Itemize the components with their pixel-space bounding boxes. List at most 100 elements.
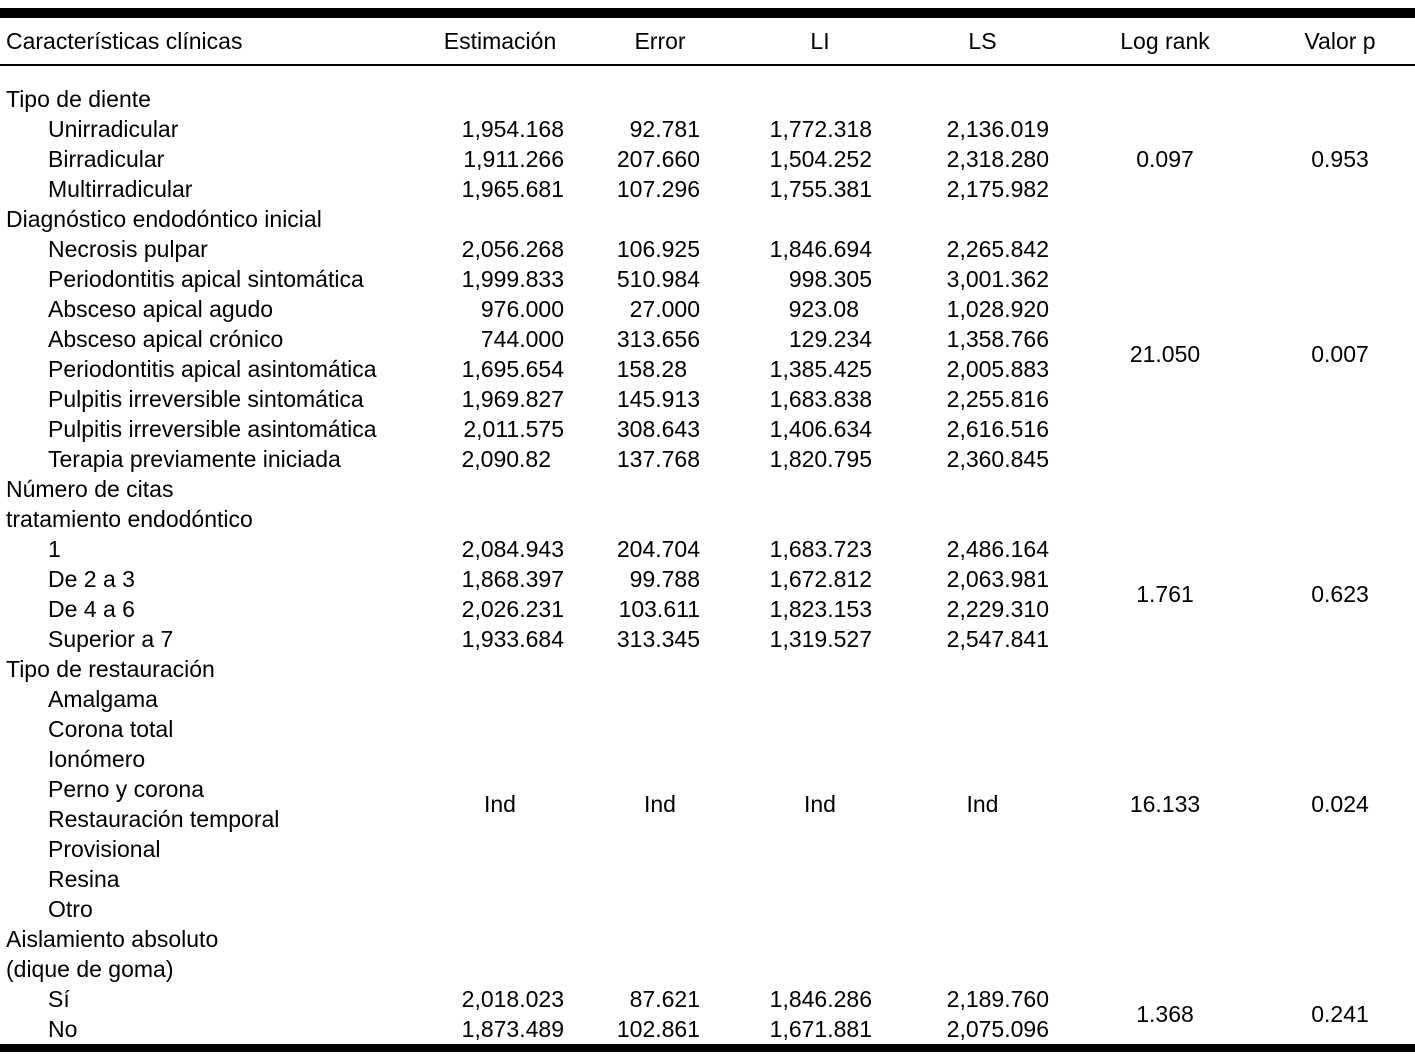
cell-li: 1,683.723: [769, 535, 872, 562]
cell-error: 313.656: [616, 325, 700, 352]
cell-ls: 2,265.842: [946, 235, 1049, 262]
row-label: Terapia previamente iniciada: [48, 445, 341, 472]
cell-error: 87.621: [629, 985, 700, 1012]
group-label: Tipo de restauración: [6, 655, 215, 682]
row-label: 1: [48, 535, 61, 562]
cell-error: 204.704: [616, 535, 700, 562]
table-row: Unirradicular 1,954.168 92.781 1,772.318…: [0, 114, 1415, 172]
cell-ls: 2,189.760: [946, 985, 1049, 1012]
cell-ls: 2,075.096: [946, 1015, 1049, 1042]
cell-li: 129.234: [788, 325, 872, 352]
table-row: Pulpitis irreversible sintomática 1,969.…: [0, 384, 1415, 414]
row-label: De 4 a 6: [48, 595, 135, 622]
group-header-row: (dique de goma): [0, 954, 1415, 984]
cell-error: 99.788: [629, 565, 700, 592]
row-label: Otro: [48, 895, 93, 922]
cell-estimacion: 2,056.268: [461, 235, 564, 262]
cell-error: 207.660: [616, 145, 700, 172]
table-row: Ionómero: [0, 744, 1415, 774]
table-row: 1 2,084.943 204.704 1,683.723 2,486.164 …: [0, 534, 1415, 607]
row-label: Necrosis pulpar: [48, 235, 208, 262]
cell-estimacion: 1,965.681: [461, 175, 564, 202]
cell-estimacion: 744.000: [480, 325, 564, 352]
cell-valor-p: 0.024: [1311, 790, 1369, 817]
group-label-line2: tratamiento endodóntico: [6, 505, 253, 532]
cell-ls: 2,318.280: [946, 145, 1049, 172]
table-row: Absceso apical agudo 976.000 27.000 923.…: [0, 294, 1415, 324]
cell-li: 1,671.881: [769, 1015, 872, 1042]
cell-valor-p: 0.623: [1311, 580, 1369, 607]
row-label: Multirradicular: [48, 175, 193, 202]
row-label: Birradicular: [48, 145, 165, 172]
table-row: No 1,873.489 102.861 1,671.881 2,075.096: [0, 1014, 1415, 1048]
group-label: Aislamiento absoluto: [6, 925, 219, 952]
table-row: Birradicular 1,911.266 207.660 1,504.252…: [0, 144, 1415, 174]
row-label: Pulpitis irreversible asintomática: [48, 415, 377, 442]
cell-estimacion: 2,090.82: [461, 445, 551, 472]
row-label: Unirradicular: [48, 115, 179, 142]
cell-valor-p: 0.007: [1311, 340, 1369, 367]
cell-estimacion: 2,026.231: [461, 595, 564, 622]
row-label: Superior a 7: [48, 625, 174, 652]
cell-estimacion: 2,011.575: [463, 415, 564, 442]
cell-ls: 2,547.841: [946, 625, 1049, 652]
table-row: Provisional: [0, 834, 1415, 864]
group-header-row: Diagnóstico endodóntico inicial: [0, 204, 1415, 234]
cell-log-rank: 16.133: [1129, 790, 1201, 817]
cell-ls: 1,028.920: [946, 295, 1049, 322]
group-label: Diagnóstico endodóntico inicial: [6, 205, 322, 232]
row-label: Periodontitis apical asintomática: [48, 355, 377, 382]
cell-error-ind: Ind: [644, 790, 676, 817]
cell-ls: 2,616.516: [946, 415, 1049, 442]
cell-error: 313.345: [616, 625, 700, 652]
cell-li: 1,846.694: [769, 235, 872, 262]
cell-li: 1,820.795: [769, 445, 872, 472]
cell-error: 103.611: [618, 595, 700, 622]
clinical-characteristics-table: Características clínicas Estimación Erro…: [0, 8, 1415, 1052]
cell-li: 923.08: [788, 295, 859, 322]
table-row: Multirradicular 1,965.681 107.296 1,755.…: [0, 174, 1415, 204]
cell-estimacion: 1,911.266: [463, 145, 564, 172]
row-label: Provisional: [48, 835, 161, 862]
group-label-line2: (dique de goma): [6, 955, 174, 982]
row-label: Corona total: [48, 715, 174, 742]
row-label: Periodontitis apical sintomática: [48, 265, 364, 292]
cell-ls: 2,005.883: [946, 355, 1049, 382]
cell-log-rank: 0.097: [1136, 145, 1194, 172]
row-label: Perno y corona: [48, 775, 204, 802]
col-header-estimacion: Estimación: [420, 13, 580, 66]
row-label: Pulpitis irreversible sintomática: [48, 385, 364, 412]
row-label: Amalgama: [48, 685, 158, 712]
cell-li: 1,683.838: [769, 385, 872, 412]
cell-ls: 3,001.362: [946, 265, 1049, 292]
cell-error: 27.000: [629, 295, 700, 322]
cell-estimacion: 1,868.397: [461, 565, 564, 592]
row-label: No: [48, 1015, 78, 1042]
table-row: Terapia previamente iniciada 2,090.82 13…: [0, 444, 1415, 474]
row-label: Resina: [48, 865, 120, 892]
table-row: Periodontitis apical sintomática 1,999.8…: [0, 264, 1415, 294]
group-label: Tipo de diente: [6, 85, 151, 112]
cell-li: 1,385.425: [769, 355, 872, 382]
cell-li: 1,846.286: [769, 985, 872, 1012]
row-label: Ionómero: [48, 745, 146, 772]
group-label: Número de citas: [6, 475, 174, 502]
row-label: Absceso apical agudo: [48, 295, 274, 322]
cell-estimacion: 2,084.943: [461, 535, 564, 562]
cell-log-rank: 21.050: [1129, 340, 1201, 367]
cell-ls: 2,486.164: [946, 535, 1049, 562]
cell-li-ind: Ind: [804, 790, 836, 817]
cell-estimacion: 1,969.827: [461, 385, 564, 412]
cell-error: 106.925: [616, 235, 700, 262]
cell-error: 145.913: [616, 385, 700, 412]
table-row: Restauración temporal: [0, 804, 1415, 834]
row-label: Restauración temporal: [48, 805, 280, 832]
cell-ls: 2,229.310: [946, 595, 1049, 622]
table-row: Sí 2,018.023 87.621 1,846.286 2,189.760 …: [0, 984, 1415, 1027]
cell-error: 510.984: [616, 265, 700, 292]
cell-ls: 2,136.019: [946, 115, 1049, 142]
cell-estimacion: 1,954.168: [461, 115, 564, 142]
table-row: Superior a 7 1,933.684 313.345 1,319.527…: [0, 624, 1415, 654]
cell-ls: 2,360.845: [946, 445, 1049, 472]
cell-li: 998.305: [788, 265, 872, 292]
